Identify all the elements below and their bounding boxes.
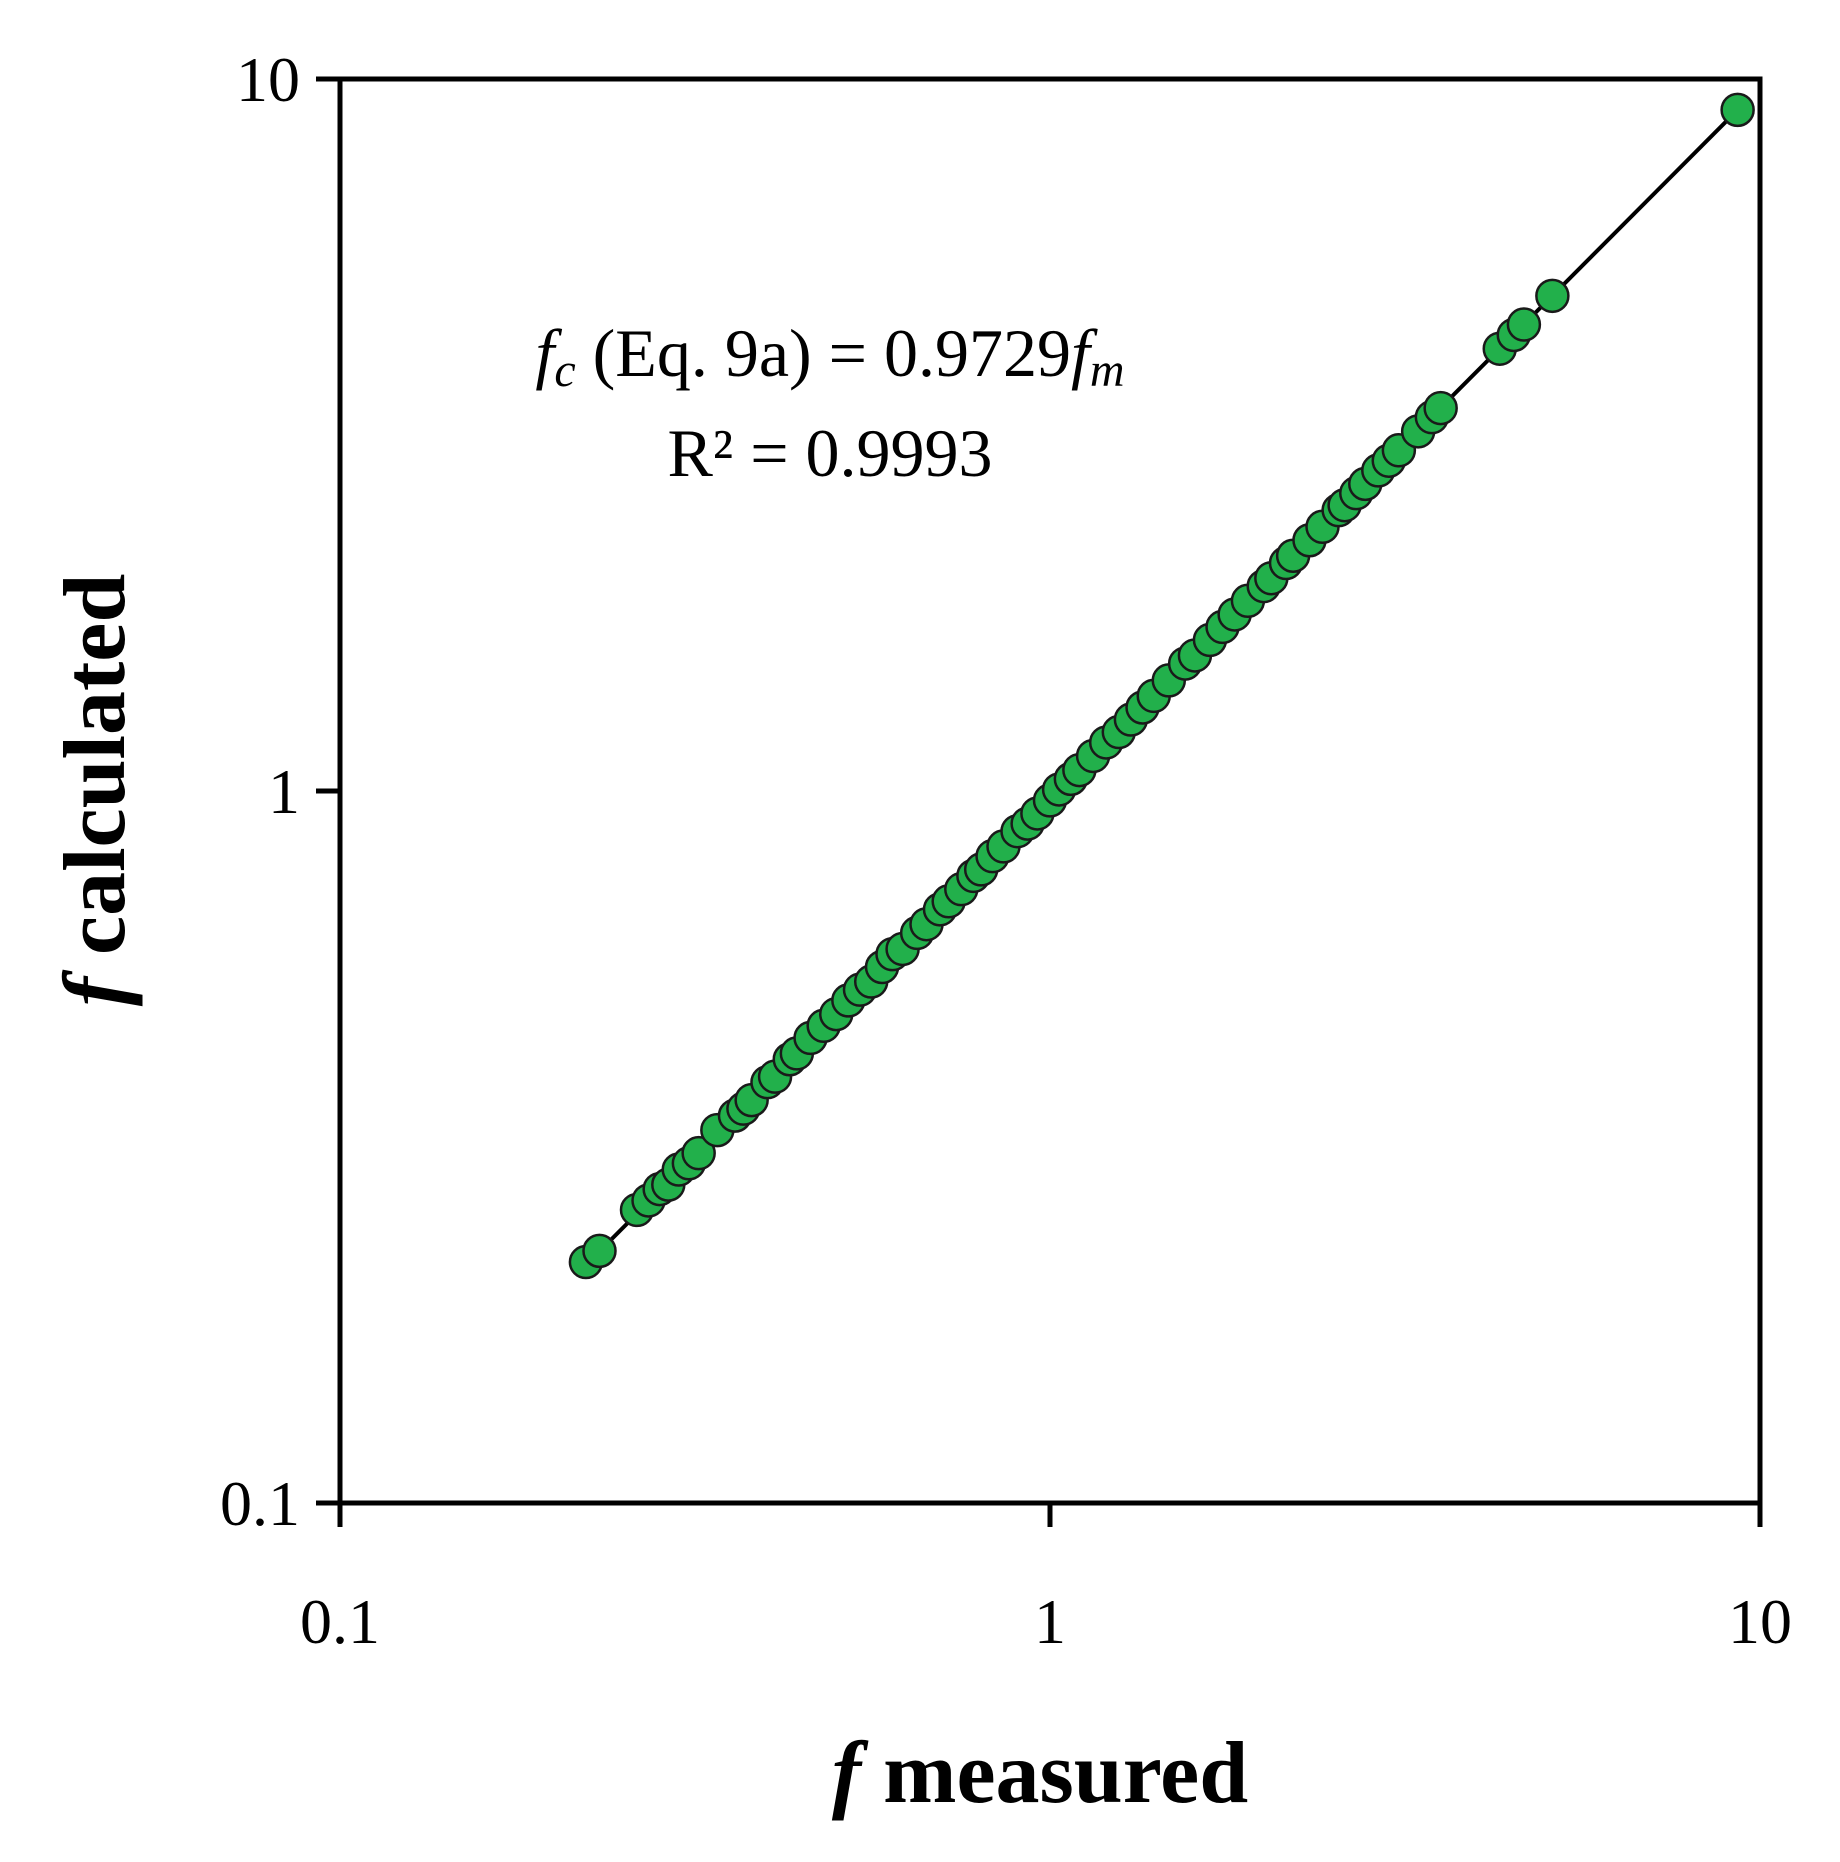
x-axis-title-text: measured: [883, 1725, 1248, 1822]
data-point: [1423, 390, 1458, 426]
y-axis-title-symbol: f: [47, 969, 144, 1006]
fit-rhs-subscript: m: [1090, 344, 1125, 397]
y-axis-title: f calculated: [47, 574, 144, 1007]
fit-equation-middle: (Eq. 9a) = 0.9729: [576, 315, 1071, 391]
x-tick-label-1: 1: [1034, 1586, 1066, 1657]
data-points: [568, 92, 1755, 1280]
x-axis-title: f measured: [832, 1725, 1248, 1822]
x-tick-label-2: 10: [1728, 1586, 1792, 1657]
fit-equation: fc (Eq. 9a) = 0.9729fm: [535, 315, 1124, 397]
data-point: [681, 1135, 716, 1171]
data-point: [582, 1233, 617, 1269]
x-axis-title-symbol: f: [832, 1725, 869, 1822]
r-squared-label: R² = 0.9993: [667, 415, 992, 491]
y-tick-label-2: 10: [236, 44, 300, 115]
y-tick-label-1: 1: [268, 756, 300, 827]
y-axis-title-text: calculated: [47, 574, 144, 955]
axis-ticks: 0.1 1 10 0.1 1 10: [220, 44, 1792, 1657]
data-point: [1535, 278, 1570, 314]
data-point: [1720, 92, 1755, 128]
y-tick-label-0: 0.1: [220, 1468, 300, 1539]
data-point: [1506, 307, 1542, 342]
x-tick-label-0: 0.1: [300, 1586, 380, 1657]
fit-lhs-subscript: c: [554, 344, 575, 397]
